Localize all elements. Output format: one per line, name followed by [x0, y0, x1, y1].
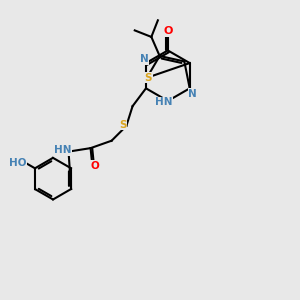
Text: O: O	[163, 26, 172, 36]
Text: N: N	[188, 89, 197, 99]
Text: HO: HO	[9, 158, 27, 168]
Text: HN: HN	[154, 98, 172, 107]
Text: S: S	[145, 73, 152, 83]
Text: O: O	[91, 161, 100, 171]
Text: N: N	[140, 55, 149, 64]
Text: S: S	[119, 119, 127, 130]
Text: HN: HN	[55, 145, 72, 155]
